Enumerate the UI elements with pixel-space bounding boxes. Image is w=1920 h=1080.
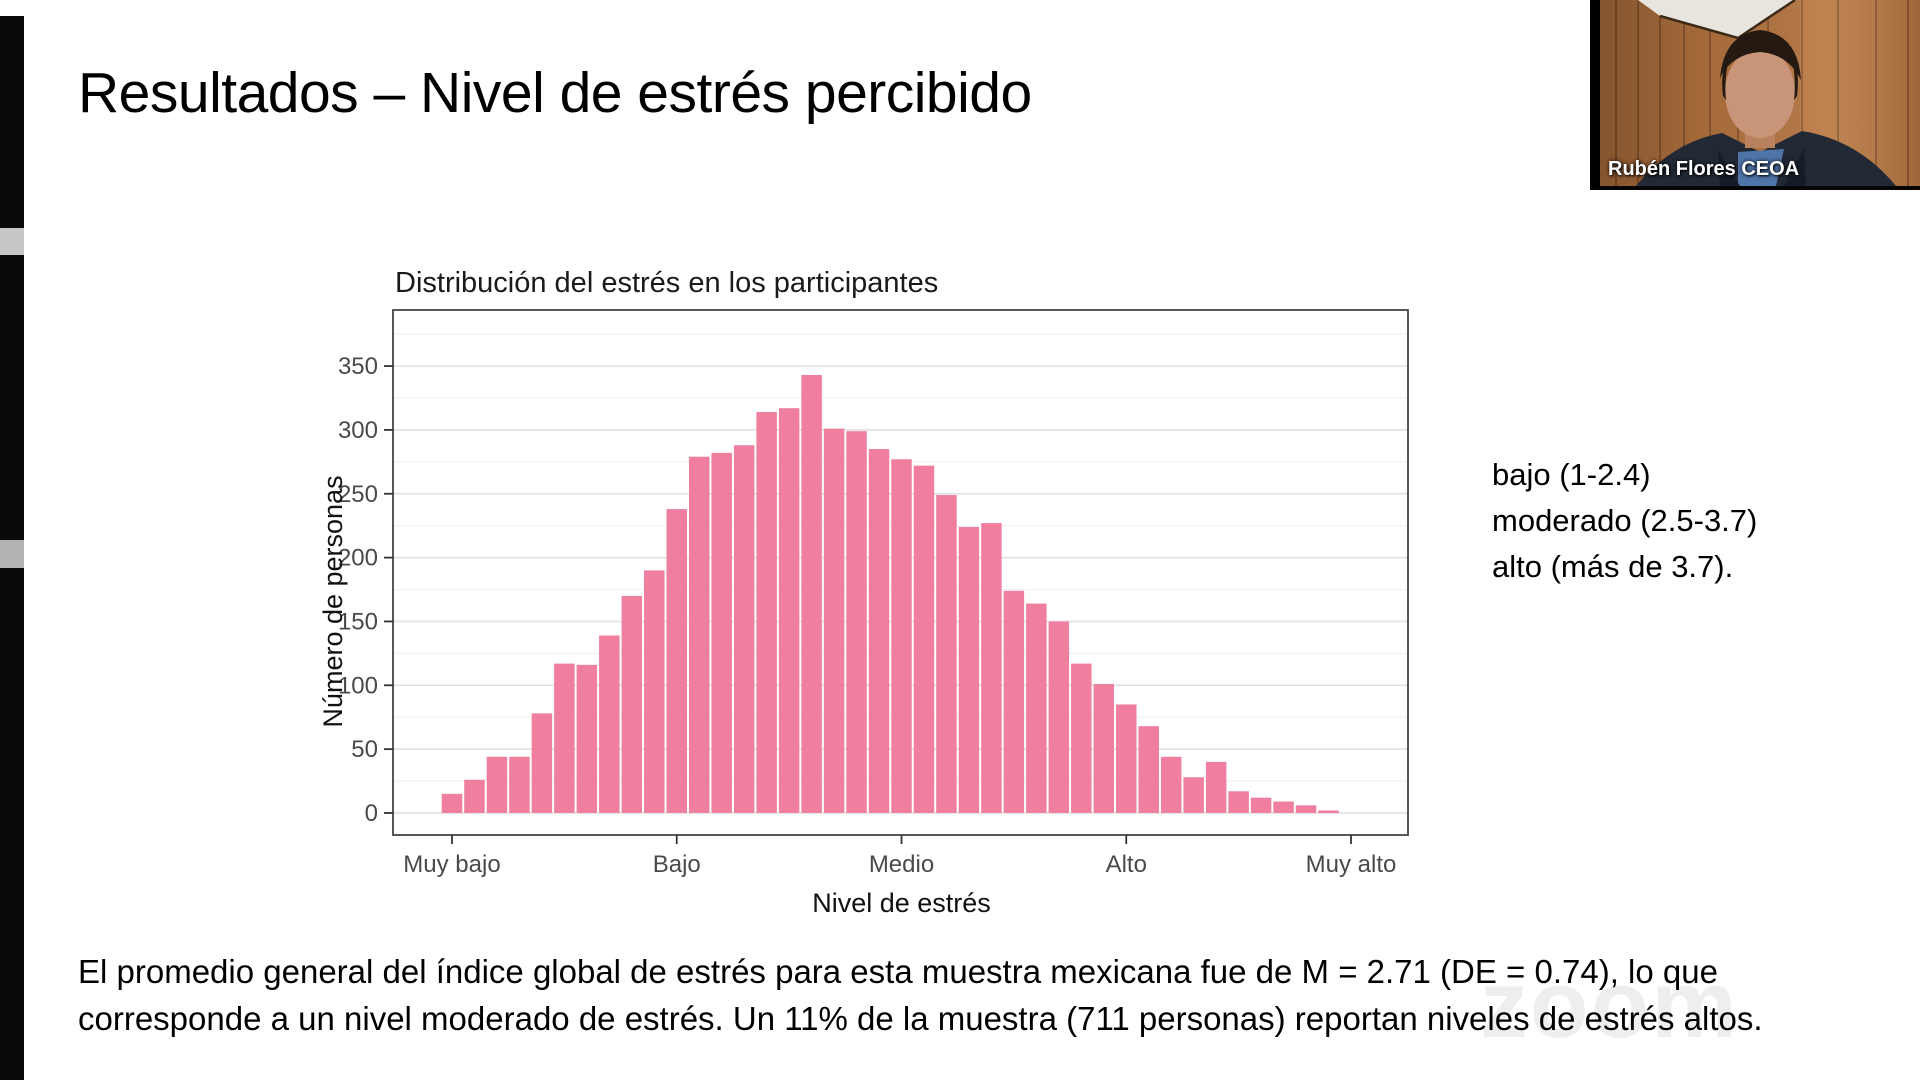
histogram-bar [1295,805,1317,813]
histogram-bar [1318,810,1339,813]
person-silhouette [1636,30,1896,186]
ceiling-corner [1638,0,1795,38]
histogram-bar [801,374,822,813]
y-tick-label: 350 [338,353,378,380]
x-tick-label: Bajo [653,851,701,878]
histogram-bar [981,523,1002,813]
histogram-bar [958,526,980,813]
histogram-bar [1093,684,1115,813]
histogram-bar [441,793,463,813]
y-axis-title: Número de personas [320,475,348,727]
legend-line-moderate: moderado (2.5-3.7) [1492,503,1758,538]
histogram-bar [733,445,755,813]
legend-line-high: alto (más de 3.7). [1492,549,1734,584]
histogram-bar [531,713,553,813]
histogram-bar [666,509,687,813]
zoom-watermark: zoom [1480,951,1739,1058]
histogram-bar [913,465,935,813]
stress-level-legend: bajo (1-2.4) moderado (2.5-3.7) alto (má… [1492,452,1757,590]
histogram-bar [936,495,957,813]
left-strip-notch [0,0,24,16]
histogram-bar [1048,621,1070,813]
x-tick-label: Medio [869,851,934,878]
histogram-bar [1026,603,1047,813]
histogram-bar [1250,797,1272,813]
legend-line-low: bajo (1-2.4) [1492,457,1651,492]
webcam-video: Rubén Flores CEOA [1590,0,1920,190]
x-axis-title: Nivel de estrés [812,888,991,918]
slide-title: Resultados – Nivel de estrés percibido [78,61,1032,125]
histogram-bar [576,664,598,813]
chart-title: Distribución del estrés en los participa… [395,267,938,299]
histogram-bar [1138,726,1159,813]
y-tick-label: 0 [365,800,378,827]
summary-line-1: El promedio general del índice global de… [78,953,1718,990]
stress-histogram-chart: 0 50 100 150 200 250 300 350 Muy bajo Bajo Medio Al… [320,267,1409,918]
histogram-bar [1183,777,1204,813]
histogram-bar [621,595,643,813]
webcam-scene [1600,0,1920,186]
histogram-bar [554,663,575,813]
y-tick-label: 200 [338,545,378,572]
y-tick-label: 50 [351,736,378,763]
summary-line-2: corresponde a un nivel moderado de estré… [78,1000,1763,1037]
x-tick-label: Muy bajo [403,851,500,878]
histogram-bar [599,635,620,813]
histogram-bar [1160,756,1182,813]
y-tick-label: 100 [338,672,378,699]
histogram-bar [756,412,777,813]
y-tick-label: 150 [338,608,378,635]
x-tick-label: Muy alto [1306,851,1397,878]
histogram-bar [1071,663,1092,813]
histogram-bar [1116,704,1137,813]
left-strip-notch [0,540,24,568]
histogram-bar [711,452,732,813]
left-strip-notch [0,228,24,255]
webcam-name-label: Rubén Flores CEOA [1608,158,1800,180]
y-tick-label: 300 [338,417,378,444]
histogram-bar [644,570,665,813]
histogram-bar [1003,590,1025,813]
histogram-bar [846,431,867,813]
x-tick-label: Alto [1106,851,1147,878]
histogram-bar [509,756,530,813]
histogram-bar [868,449,890,813]
summary-paragraph: El promedio general del índice global de… [78,948,1878,1042]
histogram-bar [464,779,485,813]
y-tick-label: 250 [338,481,378,508]
histogram-bar [778,408,800,813]
histogram-bar [1228,791,1249,813]
histogram-bar [486,756,508,813]
left-edge-strip [0,0,24,1080]
histogram-bar [1205,761,1227,813]
histogram-bar [1273,801,1294,813]
histogram-bar [891,459,912,813]
histogram-bar [688,456,710,813]
histogram-bar [823,428,845,813]
